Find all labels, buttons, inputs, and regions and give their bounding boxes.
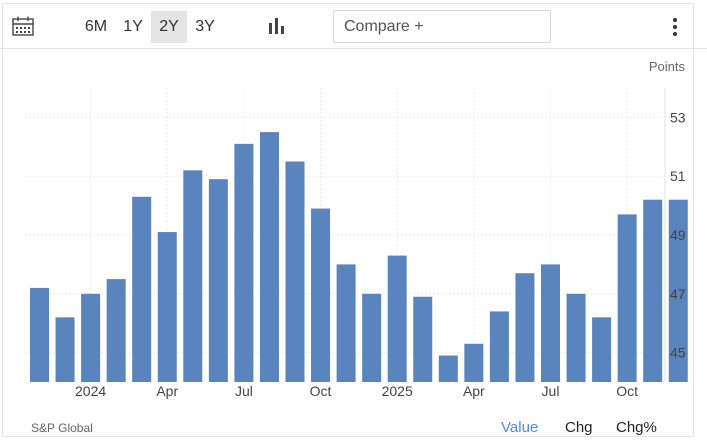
x-tick-label: 2024	[75, 383, 106, 399]
bar	[413, 296, 433, 382]
mode-chg-button[interactable]: Chg	[565, 419, 593, 436]
bar	[106, 279, 126, 382]
y-tick-label: 45	[670, 345, 686, 361]
chart-toolbar: 6M 1Y 2Y 3Y Compare +	[0, 0, 707, 49]
bar	[234, 143, 254, 382]
y-axis-unit-label: Points	[648, 59, 685, 74]
bar	[132, 196, 152, 382]
x-tick-label: Oct	[616, 383, 638, 399]
bar	[55, 317, 75, 382]
bar	[311, 208, 331, 382]
y-tick-label: 53	[670, 109, 686, 125]
range-3y-button[interactable]: 3Y	[195, 18, 215, 35]
bar	[81, 293, 101, 382]
source-label: S&P Global	[31, 421, 93, 435]
bar	[362, 293, 382, 382]
calendar-icon[interactable]	[12, 16, 34, 36]
y-tick-label: 51	[670, 168, 686, 184]
mode-chg-pct-button[interactable]: Chg%	[616, 419, 657, 436]
bar	[387, 255, 407, 382]
bar	[515, 273, 535, 382]
mode-value-button[interactable]: Value	[501, 419, 539, 436]
x-tick-label: 2025	[382, 383, 413, 399]
bar	[183, 170, 203, 382]
x-tick-label: Apr	[463, 383, 485, 399]
bar	[285, 161, 305, 382]
compare-input[interactable]: Compare +	[333, 10, 551, 43]
bar	[668, 199, 688, 382]
y-tick-label: 49	[670, 227, 686, 243]
range-6m-button[interactable]: 6M	[84, 18, 108, 35]
bar	[566, 293, 586, 382]
bar	[541, 264, 560, 382]
bar	[592, 317, 612, 382]
kebab-menu-icon[interactable]	[667, 16, 683, 38]
y-tick-label: 47	[670, 286, 686, 302]
bar-chart-icon[interactable]	[266, 17, 286, 35]
bar	[489, 311, 509, 382]
bar	[464, 343, 484, 382]
bar	[643, 199, 663, 382]
bar	[259, 132, 279, 382]
range-2y-button[interactable]: 2Y	[151, 11, 187, 43]
bar	[208, 179, 228, 382]
x-tick-label: Apr	[156, 383, 178, 399]
bar	[336, 264, 356, 382]
bar	[157, 232, 177, 382]
range-1y-button[interactable]: 1Y	[123, 18, 143, 35]
bar	[438, 355, 458, 382]
bar	[617, 214, 637, 382]
bar	[30, 287, 49, 382]
x-tick-label: Oct	[310, 383, 332, 399]
x-tick-label: Jul	[235, 383, 253, 399]
chart-widget-frame	[2, 3, 694, 437]
x-tick-label: Jul	[542, 383, 560, 399]
